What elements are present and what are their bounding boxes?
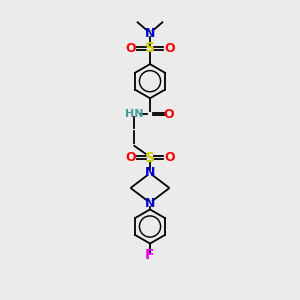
Text: N: N [145, 27, 155, 40]
Text: O: O [125, 42, 136, 55]
Text: O: O [164, 108, 174, 121]
Text: N: N [145, 166, 155, 178]
Text: O: O [125, 151, 136, 164]
Text: HN: HN [125, 109, 144, 119]
Text: O: O [164, 42, 175, 55]
Text: S: S [145, 41, 155, 55]
Text: F: F [145, 248, 155, 262]
Text: N: N [145, 197, 155, 210]
Text: O: O [164, 151, 175, 164]
Text: S: S [145, 151, 155, 165]
